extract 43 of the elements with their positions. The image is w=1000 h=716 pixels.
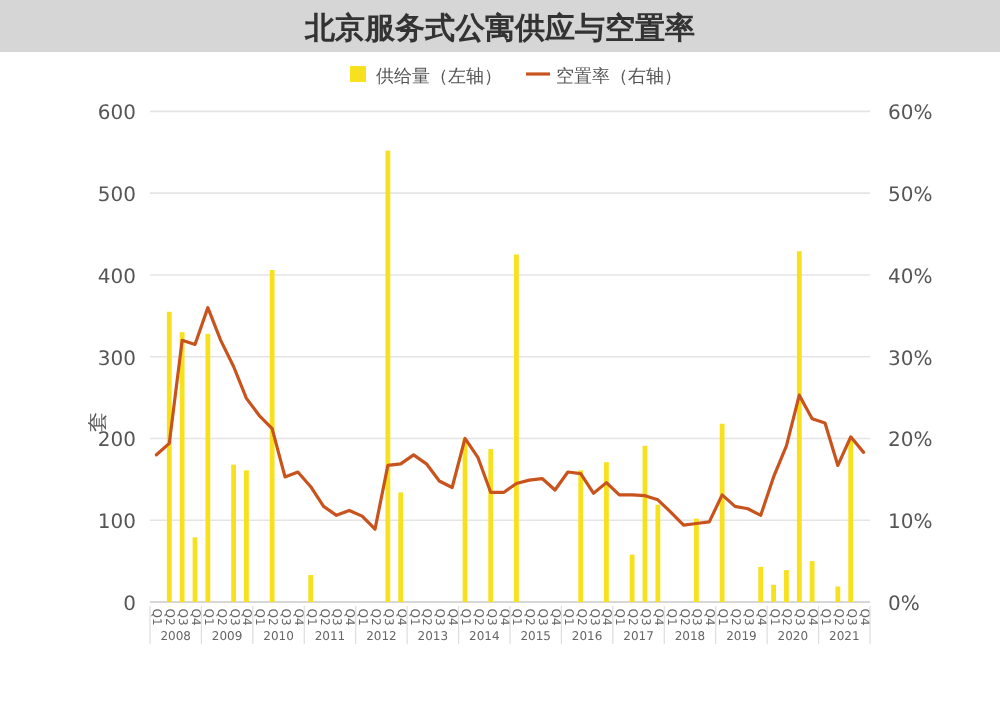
- y2-tick-label: 50%: [888, 185, 933, 208]
- bar: [398, 492, 404, 602]
- bar: [771, 584, 776, 602]
- bar: [244, 470, 249, 602]
- bar: [578, 470, 584, 602]
- y-tick-label: 200: [97, 430, 136, 453]
- y-tick-label: 300: [97, 348, 136, 371]
- bar: [308, 575, 314, 602]
- y-tick-label: 600: [97, 103, 136, 126]
- bar: [514, 254, 519, 602]
- y-tick-label: 0: [123, 594, 136, 616]
- y-tick-label: 400: [97, 266, 136, 289]
- bar: [758, 566, 764, 602]
- bar: [231, 464, 236, 602]
- bar: [269, 270, 275, 602]
- y-axis-title: 套: [86, 412, 110, 433]
- bar: [655, 504, 661, 602]
- y2-tick-label: 60%: [888, 103, 933, 126]
- y2-tick-label: 40%: [888, 266, 933, 289]
- y-tick-label: 100: [97, 512, 136, 535]
- line-series: [154, 306, 866, 531]
- y2-tick-label: 0%: [888, 594, 920, 616]
- bar: [205, 333, 211, 602]
- y2-tick-label: 20%: [888, 430, 933, 453]
- bar: [385, 150, 391, 602]
- bar: [179, 332, 185, 602]
- bar: [784, 570, 789, 602]
- y-tick-label: 500: [97, 185, 136, 208]
- bar: [796, 251, 802, 602]
- y2-tick-label: 30%: [888, 348, 933, 371]
- chart-title: 北京服务式公寓供应与空置率: [303, 10, 695, 46]
- bar: [604, 462, 609, 602]
- legend-label: 空置率（右轴）: [556, 66, 682, 88]
- bar: [166, 311, 172, 602]
- bar: [488, 449, 494, 602]
- bar: [719, 423, 725, 602]
- bar: [848, 438, 854, 602]
- bar: [835, 586, 841, 602]
- legend-label: 供给量（左轴）: [376, 66, 502, 88]
- bar: [809, 561, 815, 602]
- bar: [694, 518, 699, 602]
- y2-tick-label: 10%: [888, 512, 933, 535]
- bar: [629, 554, 635, 602]
